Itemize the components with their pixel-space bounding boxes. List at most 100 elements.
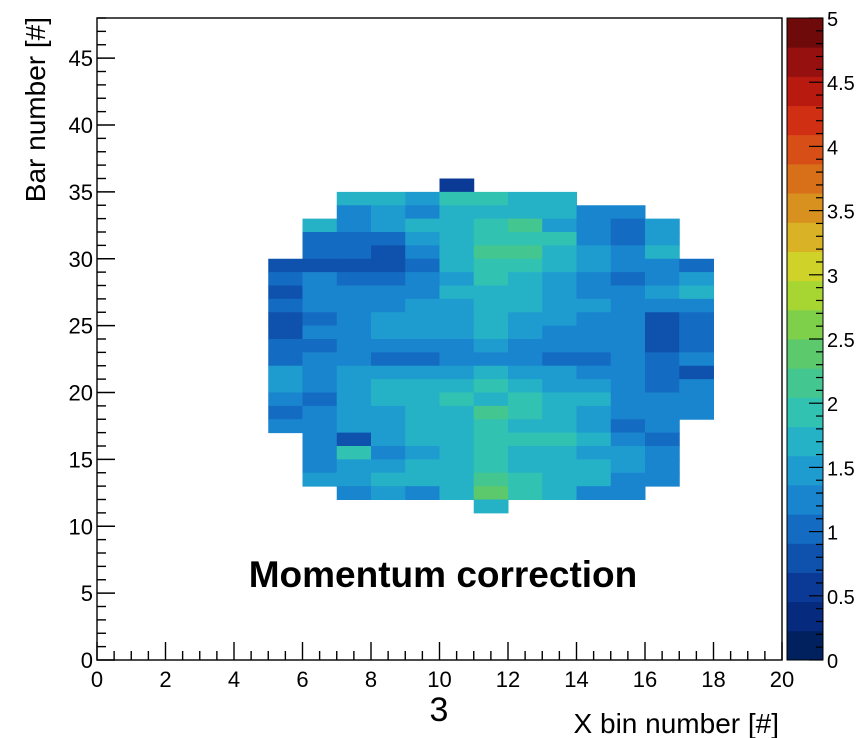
heatmap-cell: [508, 486, 543, 500]
heatmap-cell: [679, 298, 714, 313]
y-tick-label: 40: [69, 113, 93, 138]
heatmap-cell: [473, 312, 509, 327]
heatmap-cell: [576, 285, 612, 300]
y-tick-label: 20: [69, 381, 93, 406]
y-tick-label: 5: [81, 581, 93, 606]
heatmap-cell: [439, 285, 475, 300]
heatmap-cell: [610, 365, 646, 380]
heatmap-cell: [336, 365, 372, 380]
heatmap-cell: [542, 472, 577, 487]
colorbar-segment: [787, 280, 823, 311]
y-tick-label: 15: [69, 447, 93, 472]
x-tick-label: 0: [91, 667, 103, 692]
heatmap-cell: [405, 392, 440, 407]
heatmap-cell: [405, 298, 440, 313]
x-tick-label: 12: [496, 667, 520, 692]
heatmap-cell: [371, 205, 406, 220]
heatmap-cell: [645, 232, 680, 246]
heatmap-cell: [336, 272, 372, 286]
heatmap-cell: [439, 379, 475, 393]
colorbar-tick-label: 5: [827, 9, 838, 31]
heatmap-cell: [302, 459, 338, 474]
heatmap-cell: [405, 352, 440, 367]
heatmap-cell: [302, 432, 338, 447]
heatmap-cell: [508, 365, 543, 380]
heatmap-cell: [508, 232, 543, 246]
heatmap-cell: [439, 232, 475, 246]
heatmap-cell: [405, 339, 440, 353]
heatmap-cell: [508, 272, 543, 286]
heatmap-cell: [473, 365, 509, 380]
heatmap-cell: [473, 325, 509, 340]
heatmap-cell: [542, 486, 577, 500]
page-number: 3: [430, 691, 449, 729]
heatmap-cell: [336, 432, 372, 447]
heatmap-cell: [473, 419, 509, 434]
heatmap-cell: [508, 285, 543, 300]
heatmap-cell: [645, 432, 680, 447]
heatmap-cell: [371, 312, 406, 327]
heatmap-cell: [336, 459, 372, 474]
y-tick-label: 10: [69, 514, 93, 539]
heatmap-cell: [542, 392, 577, 407]
heatmap-cells: [268, 178, 714, 514]
colorbar-segment: [787, 134, 823, 165]
heatmap-cell: [302, 258, 338, 273]
heatmap-cell: [371, 258, 406, 273]
heatmap-cell: [371, 392, 406, 407]
heatmap-cell: [610, 405, 646, 420]
heatmap-cell: [508, 191, 543, 206]
heatmap-cell: [610, 419, 646, 434]
heatmap-cell: [610, 352, 646, 367]
heatmap-cell: [302, 405, 338, 420]
heatmap-cell: [473, 205, 509, 220]
heatmap-cell: [302, 339, 338, 353]
heatmap-cell: [336, 419, 372, 434]
heatmap-cell: [336, 405, 372, 420]
colorbar-tick-label: 2: [827, 394, 838, 416]
heatmap-cell: [610, 459, 646, 474]
heatmap-cell: [542, 339, 577, 353]
heatmap-cell: [302, 272, 338, 286]
heatmap-cell: [473, 285, 509, 300]
heatmap-cell: [302, 312, 338, 327]
heatmap-cell: [542, 459, 577, 474]
y-axis-label: Bar number [#]: [20, 17, 51, 202]
heatmap-cell: [302, 325, 338, 340]
heatmap-cell: [508, 405, 543, 420]
heatmap-cell: [645, 245, 680, 260]
heatmap-cell: [542, 352, 577, 367]
colorbar-segment: [787, 251, 823, 282]
heatmap-cell: [645, 419, 680, 434]
heatmap-cell: [508, 245, 543, 260]
heatmap-cell: [542, 232, 577, 246]
heatmap-cell: [508, 325, 543, 340]
heatmap-cell: [268, 419, 303, 434]
heatmap-cell: [302, 472, 338, 487]
heatmap-cell: [268, 298, 303, 313]
heatmap-cell: [371, 245, 406, 260]
x-tick-label: 20: [770, 667, 794, 692]
colorbar-segment: [787, 76, 823, 107]
heatmap-cell: [405, 405, 440, 420]
heatmap-cell: [405, 365, 440, 380]
heatmap-cell: [439, 245, 475, 260]
heatmap-cell: [645, 218, 680, 233]
heatmap-cell: [439, 446, 475, 460]
heatmap-cell: [576, 298, 612, 313]
heatmap-cell: [576, 379, 612, 393]
y-tick-label: 25: [69, 314, 93, 339]
heatmap-cell: [576, 419, 612, 434]
x-tick-label: 8: [365, 667, 377, 692]
x-tick-label: 6: [296, 667, 308, 692]
heatmap-cell: [610, 232, 646, 246]
heatmap-cell: [302, 446, 338, 460]
heatmap-cell: [542, 258, 577, 273]
heatmap-cell: [610, 218, 646, 233]
heatmap-cell: [576, 339, 612, 353]
colorbar-segment: [787, 163, 823, 194]
heatmap-cell: [542, 312, 577, 327]
heatmap-cell: [371, 419, 406, 434]
heatmap-cell: [542, 325, 577, 340]
